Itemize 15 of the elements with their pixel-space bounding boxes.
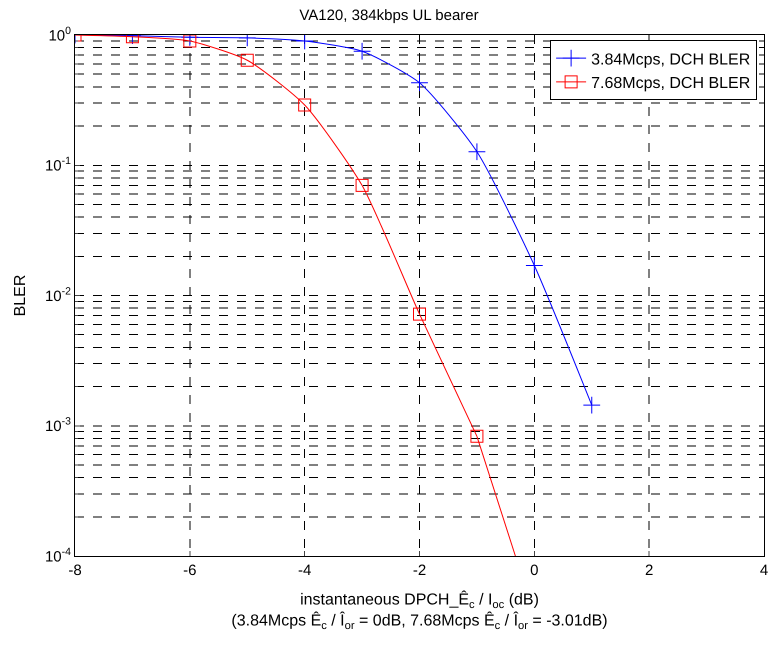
- legend-label: 7.68Mcps, DCH BLER: [591, 75, 750, 92]
- x-tick-label: 0: [530, 562, 538, 579]
- x-tick-label: -4: [298, 562, 312, 579]
- text: instantaneous DPCH_Ê$_{c}$ / I$_{oc}$ (dB) (3.84Mcps Ê$_{c}$ / Î$_{or}$ = 0dB, 7.68Mcps Ê$_{c}$ / Î$_{or}$ = -3.01dB): [231, 592, 608, 632]
- x-tick-label: -2: [412, 562, 426, 579]
- y-axis-title: BLER: [12, 274, 29, 316]
- y-tick-label: 10$^{-3}$: [44, 416, 72, 435]
- legend-label: 3.84Mcps, DCH BLER: [591, 51, 750, 68]
- y-tick-label: 10$^{-2}$: [44, 285, 72, 305]
- chart-title: VA120, 384kbps UL bearer: [299, 7, 479, 24]
- y-tick-label: 10$^{0}$: [48, 24, 72, 44]
- x-tick-label: -6: [183, 562, 196, 579]
- x-tick-label: 4: [760, 562, 768, 579]
- y-tick-label: 10$^{-1}$: [44, 155, 72, 174]
- x-tick-label: 2: [645, 562, 654, 579]
